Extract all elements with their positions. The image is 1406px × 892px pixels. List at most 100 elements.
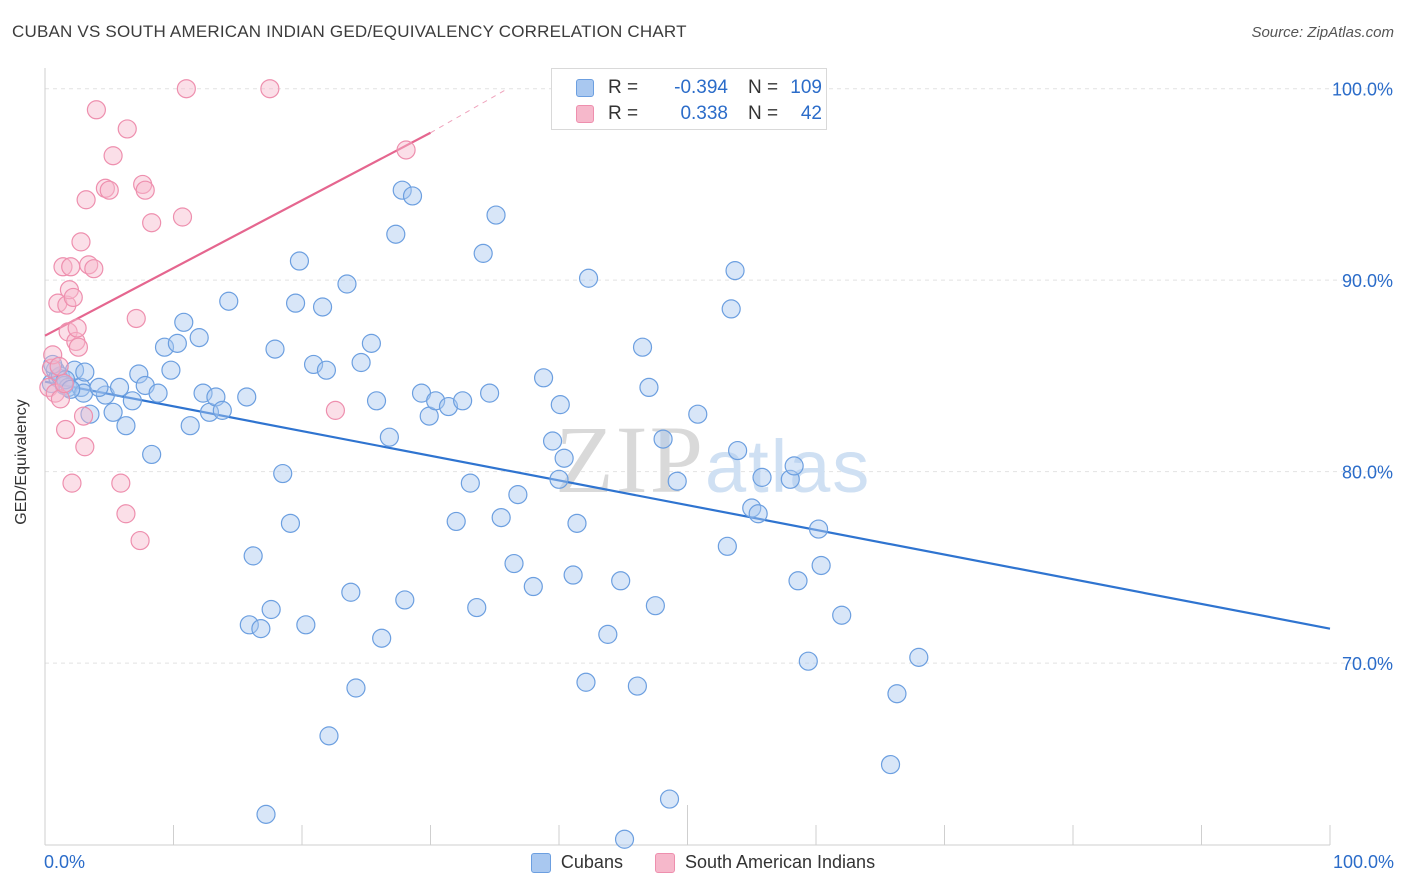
cubans-point xyxy=(453,391,473,411)
cubans-point xyxy=(75,362,95,382)
y-axis-label: GED/Equivalency xyxy=(13,399,30,525)
cubans-point xyxy=(161,360,181,380)
south-american-indians-point xyxy=(142,213,162,233)
cubans-point xyxy=(296,615,316,635)
south-american-indians-point xyxy=(76,190,96,210)
cubans-point xyxy=(627,676,647,696)
cubans-point xyxy=(319,726,339,746)
south-american-indians-point xyxy=(49,356,69,376)
south-american-indians-point xyxy=(54,373,74,394)
cubans-point xyxy=(542,431,563,451)
south-american-indians-point xyxy=(55,419,76,440)
south-american-indians-point xyxy=(396,140,416,160)
y-tick-label: 70.0% xyxy=(1342,654,1393,674)
cubans-point xyxy=(167,333,187,353)
south-american-indians-point xyxy=(111,473,131,493)
cubans-point xyxy=(639,377,659,398)
cubans-point xyxy=(219,291,239,311)
r-value: -0.394 xyxy=(674,77,728,98)
cubans-trend-line xyxy=(44,380,1331,630)
south-american-indians-point xyxy=(43,345,63,365)
cubans-swatch xyxy=(576,79,594,97)
cubans-point xyxy=(504,553,524,574)
cubans-point xyxy=(289,251,310,271)
cubans-point xyxy=(361,333,381,353)
south-american-indians-point xyxy=(53,257,73,277)
cubans-point xyxy=(491,507,511,528)
cubans-point xyxy=(154,337,175,357)
cubans-point xyxy=(578,268,599,288)
cubans-point xyxy=(251,619,271,639)
south-american-indians-point xyxy=(130,530,150,551)
cubans-point xyxy=(725,261,745,281)
cubans-point xyxy=(748,504,768,524)
r-label: R = xyxy=(608,77,639,98)
south-american-indians-point xyxy=(84,259,104,279)
cubans-point xyxy=(721,299,741,319)
cubans-point xyxy=(261,599,281,620)
n-label: N = xyxy=(748,77,779,98)
legend-row-cubans: R = -0.394 N = 109 xyxy=(576,76,822,100)
south-american-indians-point xyxy=(176,79,196,99)
cubans-point xyxy=(554,448,574,468)
cubans-point xyxy=(273,463,293,484)
legend-row-south-american-indians: R = 0.338 N = 42 xyxy=(576,102,822,126)
south-american-indians-point xyxy=(116,504,136,524)
cubans-point xyxy=(784,456,804,476)
south-american-indians-trend-line-extension xyxy=(430,88,508,134)
legend-item-south-american-indians[interactable]: South American Indians xyxy=(654,852,875,873)
chart-title: CUBAN VS SOUTH AMERICAN INDIAN GED/EQUIV… xyxy=(12,22,687,41)
cubans-point xyxy=(486,205,506,225)
watermark-text: ZIPatlas xyxy=(555,406,871,513)
cubans-point xyxy=(346,678,366,698)
cubans-swatch xyxy=(530,852,551,873)
cubans-point xyxy=(659,789,680,809)
series-legend: Cubans South American Indians xyxy=(0,852,1406,873)
cubans-point xyxy=(129,364,149,384)
cubans-point xyxy=(832,605,852,625)
cubans-point xyxy=(576,672,596,692)
cubans-point xyxy=(379,427,399,447)
south-american-indians-point xyxy=(71,232,91,252)
cubans-point xyxy=(341,582,361,602)
south-american-indians-point xyxy=(172,207,193,227)
cubans-point xyxy=(811,555,831,576)
cubans-point xyxy=(116,416,136,436)
legend-item-cubans[interactable]: Cubans xyxy=(530,852,623,873)
x-tick-label-max: 100.0% xyxy=(1332,852,1394,872)
cubans-point xyxy=(402,186,423,206)
cubans-point xyxy=(89,377,109,398)
cubans-point xyxy=(103,402,123,422)
cubans-point xyxy=(614,829,635,849)
cubans-point xyxy=(632,337,653,357)
cubans-point xyxy=(611,571,631,591)
south-american-indians-point xyxy=(117,119,137,139)
cubans-point xyxy=(533,368,554,388)
cubans-point xyxy=(717,536,737,556)
cubans-point xyxy=(109,377,130,398)
south-american-indians-point xyxy=(50,389,71,409)
cubans-point xyxy=(688,404,708,424)
south-american-indians-point xyxy=(325,400,346,420)
cubans-point xyxy=(285,293,306,313)
south-american-indians-point xyxy=(73,406,94,426)
cubans-point xyxy=(386,224,406,244)
cubans-point xyxy=(798,651,818,671)
n-value: 109 xyxy=(790,77,822,98)
gridlines xyxy=(45,88,1392,664)
cubans-point xyxy=(653,429,673,449)
cubans-point xyxy=(438,396,459,417)
cubans-point xyxy=(392,180,412,200)
cubans-point xyxy=(508,485,528,505)
r-label: R = xyxy=(608,103,639,124)
south-american-indians-point xyxy=(62,473,82,493)
cubans-point xyxy=(645,596,665,616)
south-american-indians-swatch xyxy=(654,852,675,873)
cubans-point xyxy=(909,647,929,667)
trend-lines xyxy=(44,88,1331,630)
cubans-point xyxy=(467,597,487,618)
y-tick-label: 80.0% xyxy=(1342,463,1393,483)
cubans-point xyxy=(243,546,263,566)
cubans-point xyxy=(728,440,748,461)
